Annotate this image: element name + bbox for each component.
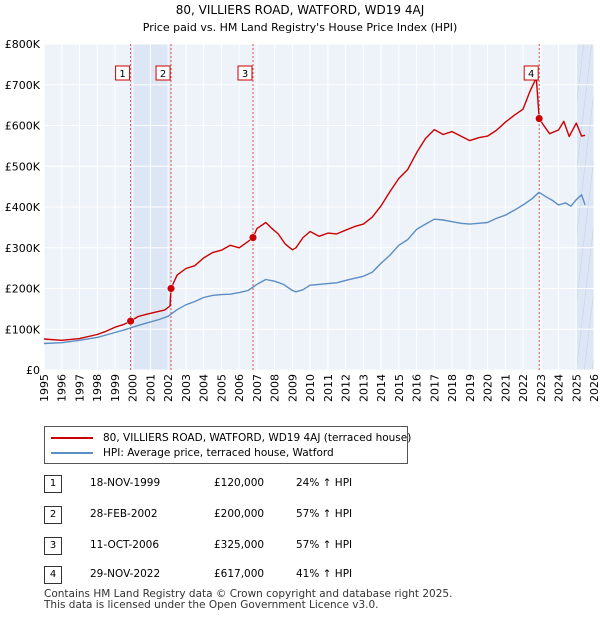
sale-label: 2 bbox=[160, 69, 166, 80]
x-tick-label: 1998 bbox=[91, 374, 104, 402]
legend-hpi-line bbox=[51, 452, 93, 454]
legend-item-hpi: HPI: Average price, terraced house, Watf… bbox=[51, 446, 334, 460]
x-tick-label: 2020 bbox=[482, 374, 495, 402]
price-chart: 80, VILLIERS ROAD, WATFORD, WD19 4AJ Pri… bbox=[5, 3, 600, 402]
transaction-hpi-change: 24% ↑ HPI bbox=[296, 477, 353, 489]
transaction-date: 18-NOV-1999 bbox=[90, 477, 161, 489]
y-tick-label: £0 bbox=[26, 364, 40, 377]
legend-item-property: 80, VILLIERS ROAD, WATFORD, WD19 4AJ (te… bbox=[51, 431, 411, 445]
hatch-line bbox=[576, 44, 593, 175]
transaction-number-badge: 4 bbox=[44, 566, 62, 584]
footer-licence: This data is licensed under the Open Gov… bbox=[44, 599, 379, 611]
sale-point bbox=[166, 284, 176, 293]
x-tick-label: 2024 bbox=[553, 374, 566, 402]
y-tick-label: £200K bbox=[5, 283, 41, 296]
x-tick-label: 2016 bbox=[411, 374, 424, 402]
x-tick-label: 2012 bbox=[340, 374, 353, 402]
y-tick-label: £100K bbox=[5, 323, 41, 336]
y-tick-label: £600K bbox=[5, 120, 41, 133]
x-tick-label: 2018 bbox=[446, 374, 459, 402]
sale-label-box bbox=[115, 65, 131, 81]
x-tick-label: 2008 bbox=[269, 374, 282, 402]
x-tick-label: 2014 bbox=[375, 374, 388, 402]
hpi-series-line bbox=[43, 191, 586, 345]
hatch-line bbox=[576, 221, 594, 370]
x-tick-label: 2000 bbox=[127, 374, 140, 402]
transaction-date: 28-FEB-2002 bbox=[90, 508, 158, 520]
x-tick-label: 1996 bbox=[56, 374, 69, 402]
chart-title: 80, VILLIERS ROAD, WATFORD, WD19 4AJ bbox=[176, 3, 425, 17]
x-tick-label: 2002 bbox=[162, 374, 175, 402]
y-tick-label: £400K bbox=[5, 201, 41, 214]
x-tick-label: 2003 bbox=[180, 374, 193, 402]
x-tick-label: 2017 bbox=[428, 374, 441, 402]
legend-property-line bbox=[51, 437, 93, 439]
transaction-price: £200,000 bbox=[214, 508, 265, 520]
x-tick-label: 2006 bbox=[233, 374, 246, 402]
hatch-line bbox=[576, 44, 585, 109]
sale-point bbox=[248, 233, 258, 242]
x-tick-label: 2009 bbox=[286, 374, 299, 402]
chart-subtitle: Price paid vs. HM Land Registry's House … bbox=[143, 21, 458, 34]
x-tick-label: 2021 bbox=[499, 374, 512, 402]
transaction-date: 11-OCT-2006 bbox=[90, 539, 159, 551]
sale-point bbox=[535, 114, 544, 123]
x-tick-label: 1995 bbox=[38, 374, 51, 402]
x-tick-label: 2013 bbox=[357, 374, 370, 402]
transaction-price: £325,000 bbox=[214, 539, 265, 551]
x-tick-label: 2005 bbox=[215, 374, 228, 402]
x-tick-label: 1999 bbox=[109, 374, 122, 402]
sale-label: 1 bbox=[119, 69, 125, 80]
sale-label-box bbox=[237, 65, 253, 81]
transaction-number-badge: 2 bbox=[44, 506, 62, 524]
x-tick-label: 2019 bbox=[464, 374, 477, 402]
x-tick-label: 2022 bbox=[517, 374, 530, 402]
y-tick-label: £300K bbox=[5, 242, 41, 255]
legend-hpi-label: HPI: Average price, terraced house, Watf… bbox=[103, 447, 334, 459]
x-tick-label: 2001 bbox=[144, 374, 157, 402]
hatch-line bbox=[576, 155, 594, 307]
transaction-price: £617,000 bbox=[214, 568, 265, 580]
transaction-hpi-change: 41% ↑ HPI bbox=[296, 568, 353, 580]
x-tick-label: 2007 bbox=[251, 374, 264, 402]
transaction-number-badge: 3 bbox=[44, 537, 62, 555]
transaction-date: 29-NOV-2022 bbox=[90, 568, 161, 580]
footer-attribution: Contains HM Land Registry data © Crown c… bbox=[44, 589, 452, 611]
y-tick-label: £700K bbox=[5, 79, 41, 92]
footer-copyright: Contains HM Land Registry data © Crown c… bbox=[44, 588, 453, 600]
sale-label-box bbox=[155, 65, 171, 81]
x-tick-label: 2023 bbox=[535, 374, 548, 402]
x-tick-label: 2011 bbox=[322, 374, 335, 402]
x-tick-label: 1997 bbox=[73, 374, 86, 402]
x-tick-label: 2010 bbox=[304, 374, 317, 402]
transaction-hpi-change: 57% ↑ HPI bbox=[296, 539, 353, 551]
transaction-number-badge: 1 bbox=[44, 475, 62, 493]
x-tick-label: 2015 bbox=[393, 374, 406, 402]
legend-property-label: 80, VILLIERS ROAD, WATFORD, WD19 4AJ (te… bbox=[103, 432, 412, 444]
y-tick-label: £800K bbox=[5, 38, 41, 51]
y-tick-label: £500K bbox=[5, 160, 41, 173]
sale-label: 4 bbox=[528, 69, 534, 80]
sale-label-box bbox=[523, 65, 539, 81]
chart-legend: 80, VILLIERS ROAD, WATFORD, WD19 4AJ (te… bbox=[44, 426, 411, 464]
hatch-line bbox=[583, 287, 594, 370]
transaction-hpi-change: 57% ↑ HPI bbox=[296, 508, 353, 520]
x-tick-label: 2004 bbox=[198, 374, 211, 402]
property-series-line bbox=[43, 77, 586, 341]
x-tick-label: 2025 bbox=[570, 374, 583, 402]
sale-point bbox=[126, 317, 135, 326]
sale-label: 3 bbox=[242, 69, 248, 80]
x-tick-label: 2026 bbox=[588, 374, 600, 402]
transaction-price: £120,000 bbox=[214, 477, 265, 489]
